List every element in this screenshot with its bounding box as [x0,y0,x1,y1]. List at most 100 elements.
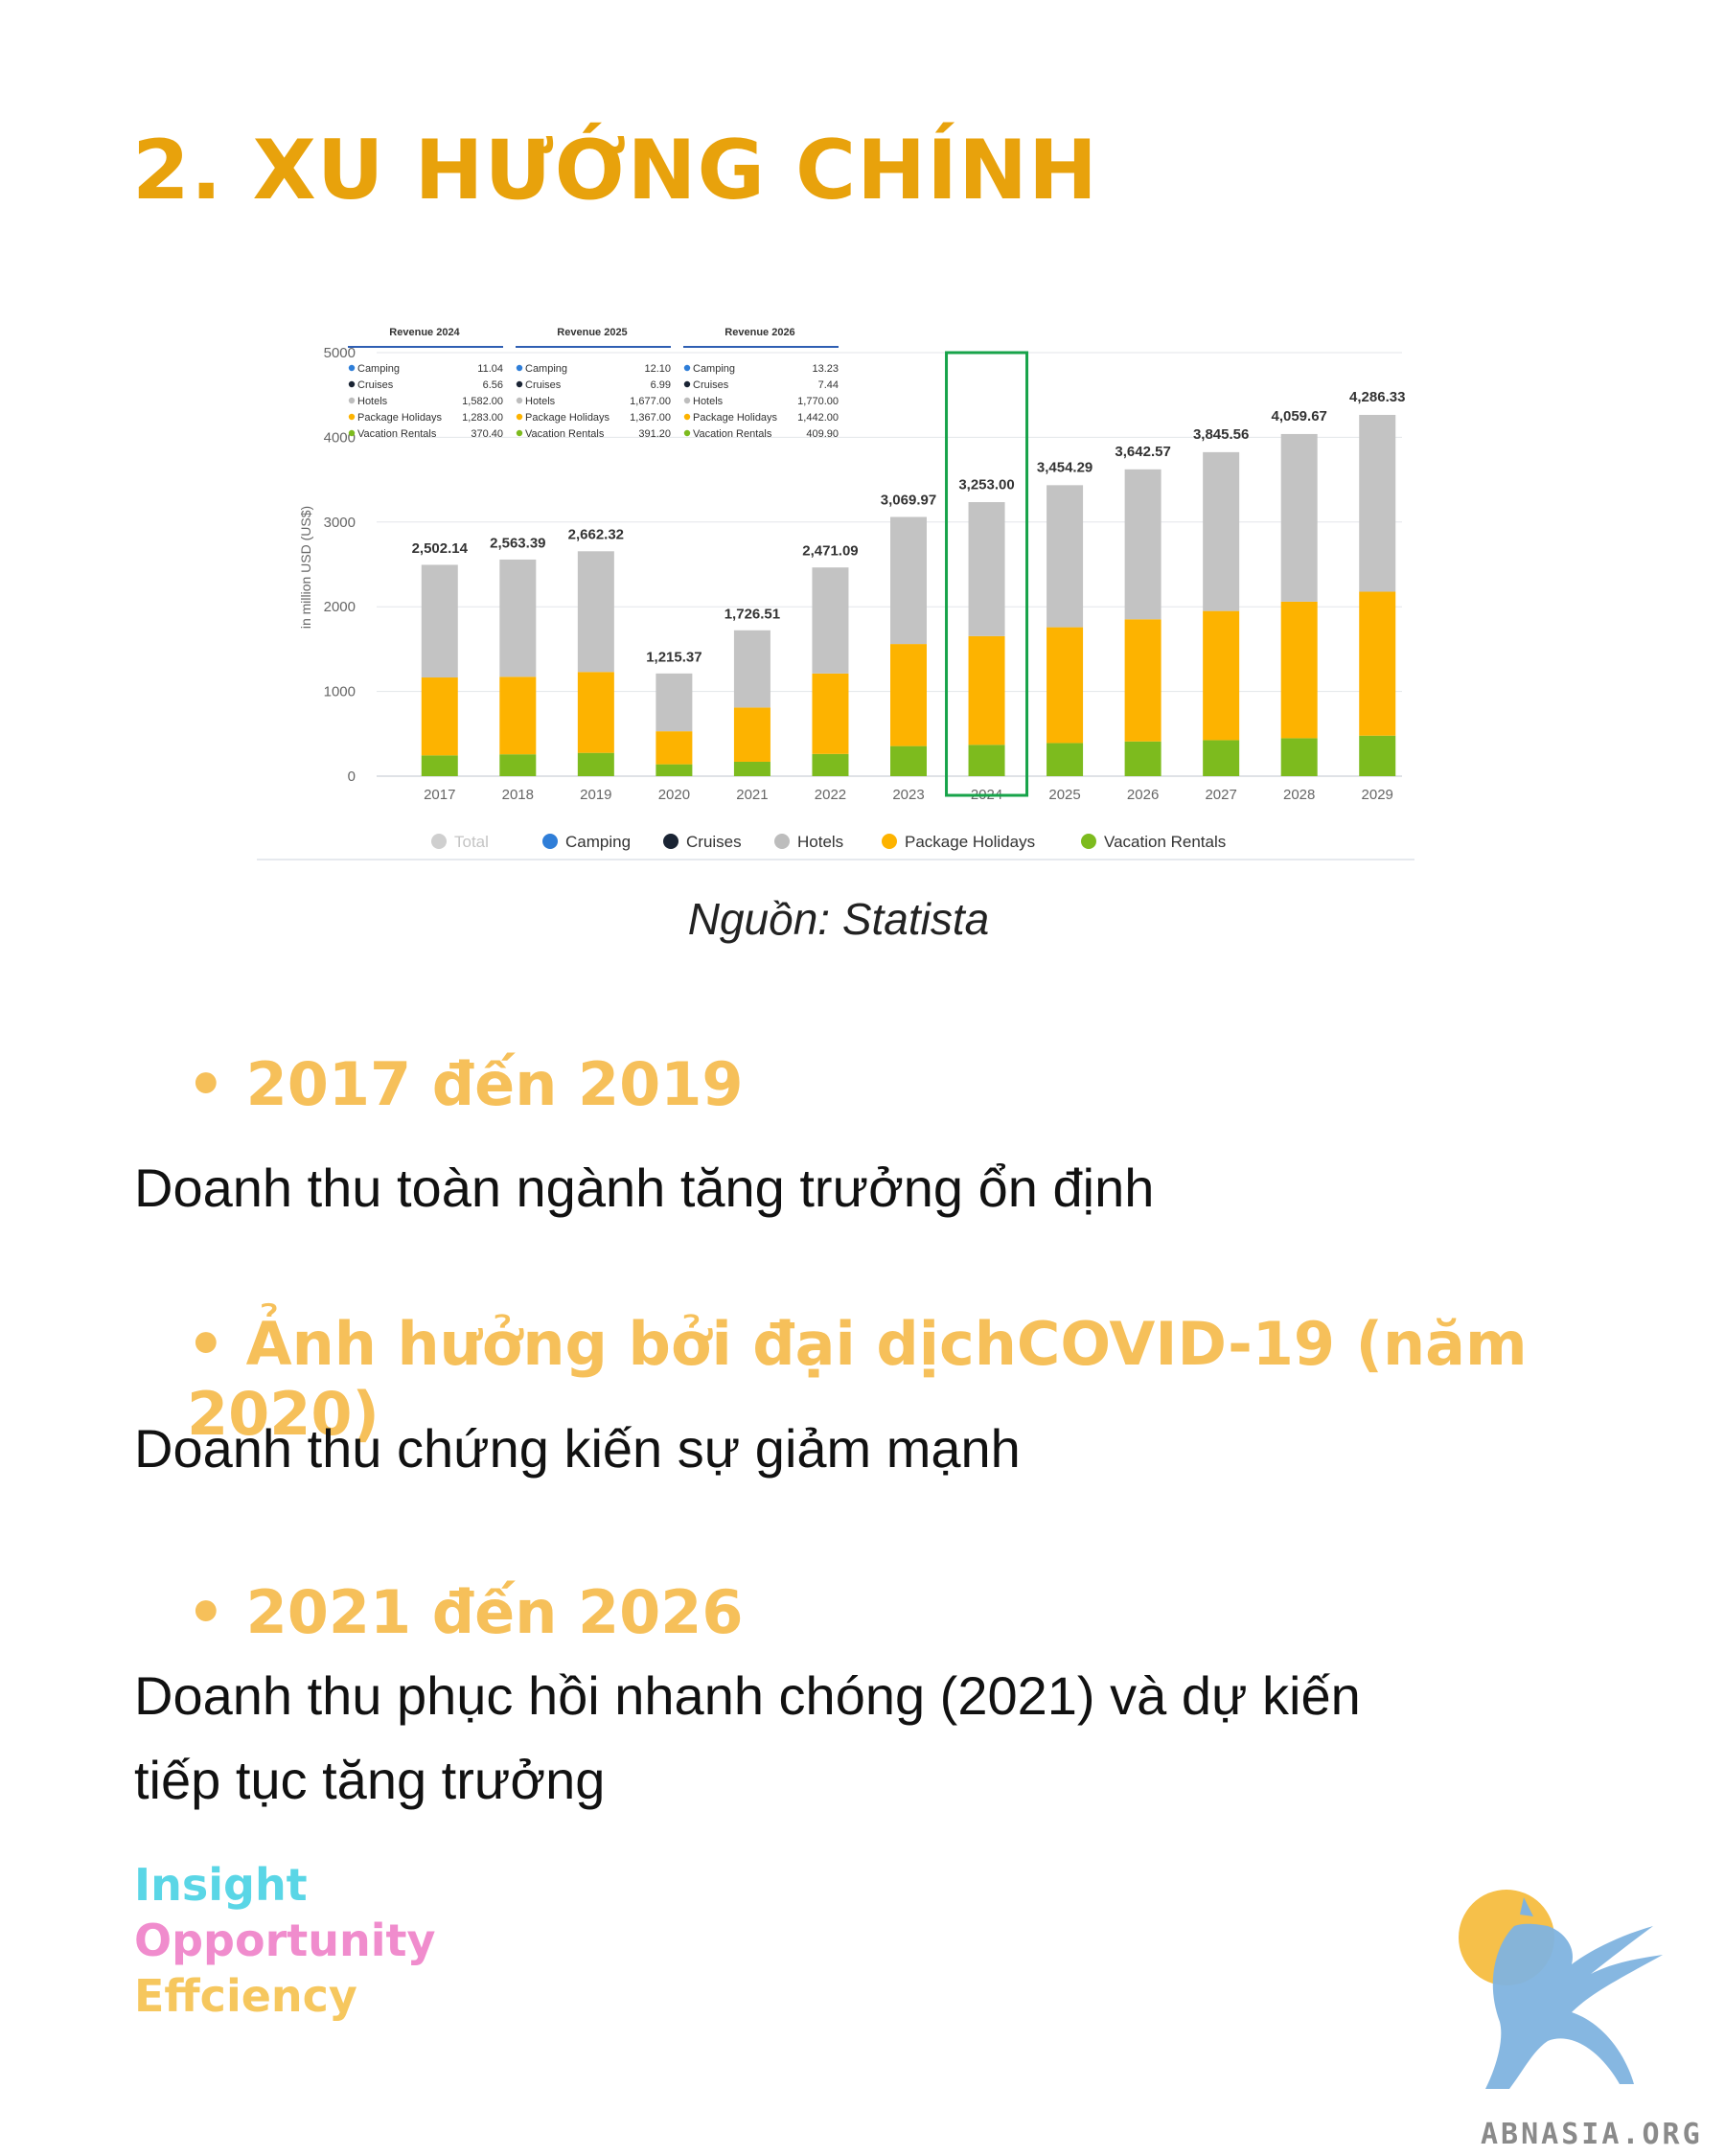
tagline-insight: Insight [134,1859,308,1911]
section-text-1: Doanh thu toàn ngành tăng trưởng ổn định [134,1146,1154,1230]
x-tick-label: 2021 [736,787,768,803]
legend-label: Total [454,833,489,851]
tooltip-row-value: 1,442.00 [797,412,839,424]
legend-marker-icon [431,834,447,849]
page-title: 2. XU HƯỚNG CHÍNH [132,123,1099,218]
data-label: 3,845.56 [1193,426,1249,443]
data-label: 1,215.37 [646,650,702,666]
bar-segment [1046,627,1084,744]
legend-label: Cruises [686,833,742,851]
section-text-2: Doanh thu chứng kiến sự giảm mạnh [134,1407,1021,1491]
legend-label: Hotels [797,833,843,851]
section-heading-2: • Ảnh hưởng bởi đại dịchCOVID-19 (năm 202… [187,1309,1725,1449]
data-label: 4,286.33 [1349,389,1405,405]
legend-label: Package Holidays [905,833,1035,851]
data-label: 4,059.67 [1271,408,1326,424]
tooltip-row-value: 12.10 [644,363,671,375]
section-text-line: Doanh thu phục hồi nhanh chóng (2021) và… [134,1665,1361,1726]
bar-segment [1359,591,1396,736]
data-label: 1,726.51 [724,606,780,622]
y-axis-label: in million USD (US$) [298,506,313,629]
x-tick-label: 2020 [658,787,690,803]
bar-segment [1280,601,1318,739]
griffin-logo-icon [1459,1890,1663,2089]
legend-dot-icon [683,364,691,372]
legend-dot-icon [516,413,523,421]
tooltip-row-label: Hotels [525,396,556,407]
bar-segment [812,753,849,776]
bar-segment [733,761,770,776]
tooltip-row-value: 7.44 [818,379,839,391]
legend-label: Vacation Rentals [1104,833,1226,851]
tooltip-row-value: 13.23 [812,363,839,375]
bar-segment [499,754,537,776]
bar-segment [1124,741,1162,776]
bar-segment [733,630,770,708]
section-heading-3: • 2021 đến 2026 [187,1577,744,1647]
bar-segment [1203,451,1240,611]
x-tick-label: 2022 [815,787,846,803]
tooltip-row-value: 6.56 [483,379,503,391]
legend-dot-icon [683,413,691,421]
x-tick-label: 2017 [424,787,455,803]
tooltip-row-label: Vacation Rentals [693,428,772,440]
bar-segment [421,755,458,776]
legend-dot-icon [348,413,356,421]
bar-segment [656,764,693,776]
bar-segment [890,644,927,746]
tooltip-row-label: Cruises [357,379,394,391]
legend-dot-icon [348,429,356,437]
revenue-chart: 0 1000 2000 3000 4000 5000 in million USD (US$… [257,309,1414,860]
data-label: 2,471.09 [802,543,858,560]
tooltip-row-label: Camping [357,363,400,375]
bar-segment [968,502,1005,636]
chart-source: Nguồn: Statista [687,894,990,944]
bar-segment [1280,738,1318,776]
brand-name: ABNASIA.ORG [1481,2118,1703,2151]
bar-segment [421,677,458,756]
legend-marker-icon [882,834,897,849]
x-tick-label: 2026 [1127,787,1159,803]
legend-label: Camping [565,833,631,851]
bar-segment [890,745,927,776]
bar-segment [656,673,693,732]
legend-marker-icon [663,834,678,849]
bar-segment [1046,485,1084,628]
tooltip-row-value: 1,283.00 [462,412,503,424]
bar-segment [1359,735,1396,776]
bar-segment [1203,610,1240,741]
tooltip-title: Revenue 2025 [557,327,627,338]
tooltip-row-label: Camping [693,363,735,375]
x-tick-label: 2019 [580,787,611,803]
tooltip-row-value: 1,582.00 [462,396,503,407]
bullet-icon: • [187,1577,225,1647]
tooltip-row-label: Cruises [693,379,729,391]
section-text-line: Doanh thu toàn ngành tăng trưởng ổn định [134,1158,1155,1218]
tooltip-row-label: Hotels [693,396,724,407]
tooltip-row-value: 391.20 [638,428,671,440]
tooltip-row-value: 1,770.00 [797,396,839,407]
section-text-line: tiếp tục tăng trưởng [134,1750,606,1810]
y-tick-label: 3000 [324,515,356,531]
bar-segment [968,635,1005,745]
bar-segment [577,551,614,673]
section-text-3: Doanh thu phục hồi nhanh chóng (2021) và… [134,1654,1361,1823]
bar-segment [499,677,537,755]
section-heading-text: 2021 đến 2026 [245,1577,744,1647]
bullet-icon: • [187,1309,225,1379]
bar-segment [812,673,849,754]
bar-segment [812,567,849,674]
bar-segment [1124,619,1162,742]
tooltip-row-value: 11.04 [477,363,503,375]
legend-dot-icon [683,429,691,437]
bar-segment [890,516,927,645]
legend-marker-icon [542,834,558,849]
bar-segment [733,707,770,762]
bar-segment [1203,740,1240,776]
tooltip-row-value: 409.90 [806,428,839,440]
legend-dot-icon [348,397,356,404]
y-tick-label: 2000 [324,599,356,615]
highlight-box [945,351,1029,797]
section-text-line: Doanh thu chứng kiến sự giảm mạnh [134,1418,1021,1479]
tooltip-row-label: Hotels [357,396,388,407]
